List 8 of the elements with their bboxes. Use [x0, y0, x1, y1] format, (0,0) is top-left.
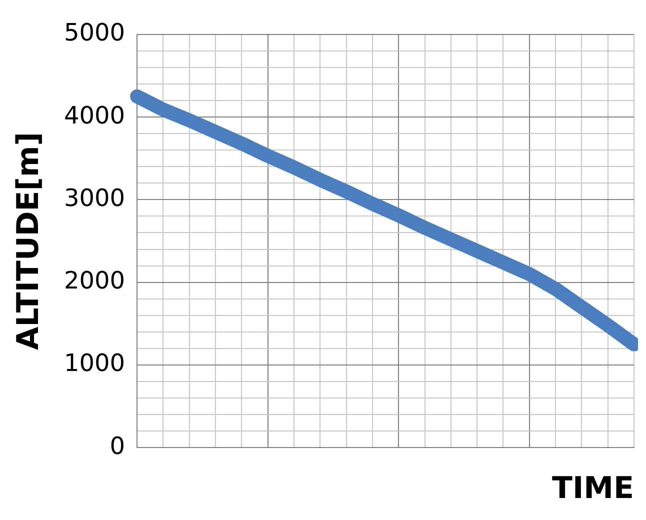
y-tick-label: 5000	[64, 18, 126, 47]
y-tick-label: 3000	[64, 184, 126, 212]
y-tick-label: 2000	[64, 266, 126, 295]
y-tick-label: 0	[110, 432, 126, 460]
y-tick-label: 1000	[64, 349, 126, 378]
x-axis-title: TIME	[552, 470, 634, 506]
y-axis-title: ALTITUDE[m]	[10, 132, 46, 350]
y-tick-label: 4000	[64, 101, 126, 130]
